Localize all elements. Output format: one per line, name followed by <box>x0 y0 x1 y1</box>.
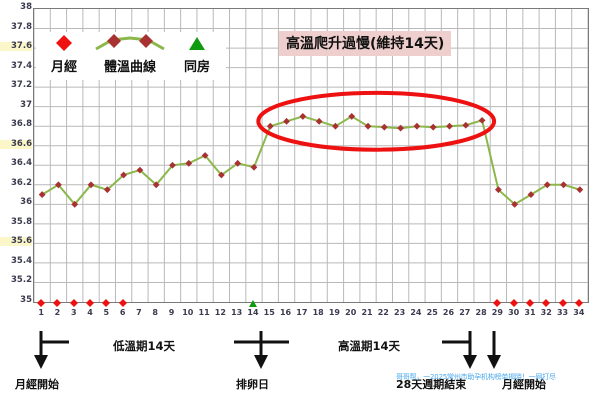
arrow-ovulation-day <box>234 331 289 369</box>
y-axis-tick-label: 37.2 <box>11 80 32 91</box>
x-axis-tick-label: 8 <box>152 308 158 317</box>
x-axis-tick-label: 25 <box>426 308 438 317</box>
x-axis-tick-label: 4 <box>87 308 93 317</box>
legend-item-menstruation: 月經 <box>36 32 92 75</box>
menstruation-marker-icon <box>493 299 502 307</box>
menstruation-start-label: 月經開始 <box>15 378 59 391</box>
menstruation-marker-icon <box>542 299 551 307</box>
legend-item-intercourse: 同房 <box>168 32 226 75</box>
y-axis-tick-label: 36.6 <box>0 139 32 149</box>
menstruation-marker-icon <box>525 299 534 307</box>
legend-label-menstruation: 月經 <box>50 60 77 75</box>
next-menstruation-start-label: 月經開始 <box>502 378 546 391</box>
temperature-line <box>41 115 581 206</box>
menstruation-marker-icon <box>53 299 62 307</box>
x-axis-tick-label: 26 <box>442 308 455 317</box>
temperature-markers <box>38 113 584 208</box>
y-axis-tick-label: 37.6 <box>0 42 32 52</box>
arrow-cycle-end <box>442 331 477 369</box>
x-axis-tick-label: 34 <box>573 308 585 317</box>
y-axis-tick-label: 35.6 <box>0 237 32 247</box>
legend-item-temperature-curve: 體溫曲線 <box>92 32 168 75</box>
annotation-arrows <box>34 331 501 369</box>
x-axis-tick-label: 18 <box>312 308 324 317</box>
chart-legend: 月經 體溫曲線 同房 <box>36 32 226 80</box>
menstruation-marker-icon <box>86 299 95 307</box>
x-axis-tick-label: 28 <box>475 308 487 317</box>
high-phase-label: 高溫期14天 <box>338 339 401 353</box>
x-axis-tick-label: 30 <box>508 308 520 317</box>
x-axis-tick-label: 7 <box>136 308 142 317</box>
x-axis-tick-label: 20 <box>345 308 357 317</box>
x-axis-tick-label: 16 <box>279 308 292 317</box>
x-axis-tick-label: 19 <box>328 308 340 317</box>
annotation-panel: 低溫期14天 高溫期14天 月經開始 排卵日 28天週期結束 月經開始 <box>0 322 600 400</box>
callout-annotation: 高溫爬升過慢(維持14天) <box>279 31 452 56</box>
green-triangle-icon <box>189 37 205 50</box>
x-axis-tick-label: 10 <box>182 308 194 317</box>
callout-text: 高溫爬升過慢(維持14天) <box>286 36 445 52</box>
y-axis-tick-label: 35.8 <box>11 216 32 227</box>
y-axis: 38 37.8 37.6 37.4 37.2 37 36.8 36.6 36.4 36.2 36 35… <box>0 0 32 305</box>
arrow-menstruation-start <box>34 331 69 369</box>
y-axis-tick-label: 37.4 <box>11 60 32 71</box>
x-axis-tick-label: 1 <box>38 308 44 317</box>
x-axis-tick-label: 29 <box>491 308 503 317</box>
x-axis-tick-label: 6 <box>119 308 126 317</box>
menstruation-marker-icon <box>69 299 78 307</box>
x-axis-tick-label: 5 <box>103 308 110 317</box>
y-axis-tick-label: 35.2 <box>11 275 32 286</box>
x-axis-tick-label: 3 <box>70 308 77 317</box>
legend-label-temperature-curve: 體溫曲線 <box>103 60 156 75</box>
x-axis-tick-label: 31 <box>524 308 536 317</box>
x-axis-tick-label: 23 <box>394 308 406 317</box>
grid-lines <box>34 9 588 302</box>
cycle-end-label: 28天週期結束 <box>396 378 467 391</box>
highlight-ellipse <box>256 90 497 152</box>
menstruation-marker-icon <box>102 299 111 307</box>
chart-panel: 38 37.8 37.6 37.4 37.2 37 36.8 36.6 36.4 36.2 36 35… <box>0 0 600 324</box>
ovulation-day-label: 排卵日 <box>236 378 269 391</box>
y-axis-tick-label: 36.8 <box>11 119 32 130</box>
x-axis-tick-label: 32 <box>540 308 552 317</box>
y-axis-tick-label: 37 <box>20 99 32 110</box>
x-axis-tick-label: 13 <box>231 308 243 317</box>
watermark-text: 哥哥帮，一2025常州市助孕机构榜单揭晓！一网打尽 <box>396 373 556 381</box>
menstruation-marker-icon <box>37 299 46 307</box>
x-axis-tick-label: 12 <box>214 308 226 317</box>
x-axis-tick-label: 22 <box>377 308 389 317</box>
red-diamond-icon <box>56 35 72 51</box>
low-phase-label: 低溫期14天 <box>113 339 176 353</box>
menstruation-marker-icon <box>509 299 518 307</box>
intercourse-marker-icon <box>248 300 257 307</box>
x-axis-tick-label: 21 <box>361 308 373 317</box>
x-axis-tick-label: 14 <box>247 308 259 317</box>
x-axis-tick-label: 9 <box>168 308 175 317</box>
x-axis-tick-label: 24 <box>410 308 422 317</box>
y-axis-tick-label: 38 <box>20 2 32 12</box>
x-axis-tick-label: 11 <box>198 308 210 317</box>
chart-grid-and-series <box>34 9 588 302</box>
legend-label-intercourse: 同房 <box>183 60 210 75</box>
y-axis-tick-label: 36 <box>20 197 32 208</box>
y-axis-tick-label: 36.2 <box>11 177 32 188</box>
arrow-next-menstruation-start <box>487 331 501 369</box>
x-axis-tick-label: 33 <box>556 308 569 317</box>
y-axis-tick-label: 35 <box>20 295 32 305</box>
y-axis-tick-label: 37.8 <box>11 21 32 32</box>
x-axis-tick-label: 17 <box>296 308 308 317</box>
temperature-curve-icon <box>95 34 165 51</box>
y-axis-tick-label: 35.4 <box>11 255 32 266</box>
x-axis-tick-label: 15 <box>263 308 275 317</box>
menstruation-marker-icon <box>118 299 127 307</box>
menstruation-marker-icon <box>558 299 567 307</box>
x-axis-tick-label: 27 <box>459 308 471 317</box>
menstruation-marker-icon <box>574 299 583 307</box>
y-axis-tick-label: 36.4 <box>11 158 32 169</box>
x-axis-tick-label: 2 <box>54 308 61 317</box>
x-axis: 1 2 3 4 5 6 7 8 9 10 11 12 13 14 15 16 17 18 19 20 21 22 23 24 2… <box>33 299 589 322</box>
